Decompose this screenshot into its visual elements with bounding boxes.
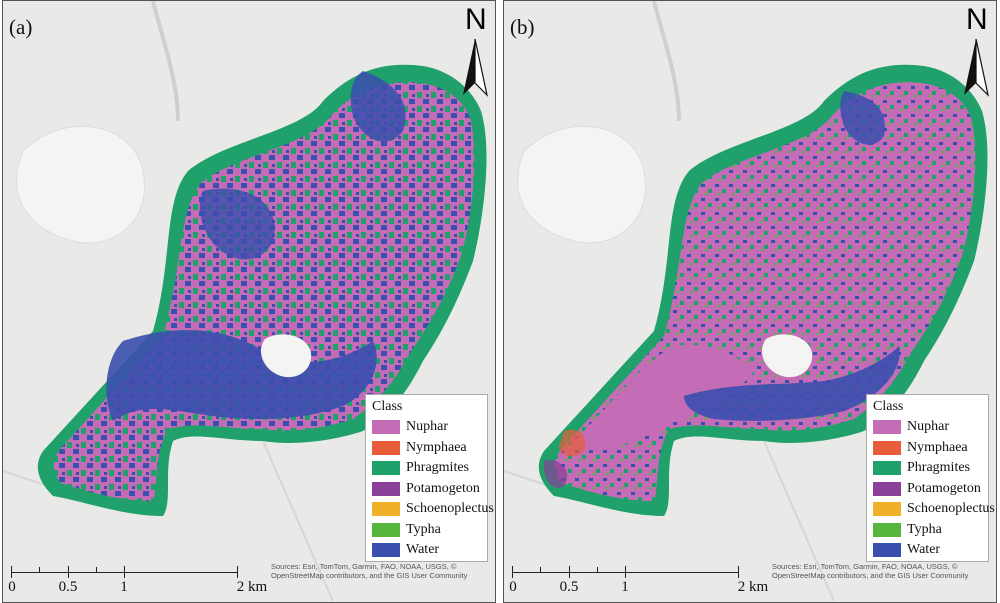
legend-swatch [873,543,901,558]
north-label: N [465,3,487,36]
legend-item: Typha [372,520,481,541]
basemap-lake-west [517,125,646,244]
legend-title: Class [873,399,904,414]
basemap-road-2 [262,440,334,602]
panel-label: (b) [510,15,535,39]
legend-item: Water [873,540,982,561]
legend-item: Schoenoplectus [372,499,494,520]
north-arrow-icon [463,38,489,97]
legend-item: Schoenoplectus [873,499,995,520]
water-body-north [840,91,885,145]
legend-swatch [372,481,400,496]
legend-swatch [372,502,400,517]
legend-item: Water [372,540,481,561]
north-arrow: N [453,3,495,101]
legend-swatch [372,420,400,435]
legend-title: Class [372,399,403,414]
water-body [106,330,377,421]
basemap-road [151,1,180,122]
island [260,334,312,378]
legend-item: Typha [873,520,982,541]
legend-item: Potamogeton [873,479,982,500]
scale-bar: 0 0.5 1 2 km [509,564,768,600]
map-panel-b: (b) N Class Nuphar Nymphaea Phragmites P… [503,0,997,603]
scale-label: 0.5 [58,579,78,595]
basemap-road [652,1,681,122]
potamogeton-patch [543,460,568,489]
nuphar-area [574,344,754,451]
scale-label: 0 [509,579,517,595]
legend-swatch [372,461,400,476]
legend-swatch [873,481,901,496]
attribution: Sources: Esri, TomTom, Garmin, FAO, NOAA… [772,562,969,580]
legend-swatch [873,522,901,537]
scale-label: 2 km [737,579,769,595]
legend-swatch [372,522,400,537]
scale-bar: 0 0.5 1 2 km [8,564,267,600]
legend-swatch [873,502,901,517]
nymphaea-patch [559,429,586,457]
north-arrow-icon [964,38,990,97]
legend: Class Nuphar Nymphaea Phragmites Potamog… [365,394,494,562]
scale-label: 1 [120,579,128,595]
scale-label: 0 [8,579,16,595]
legend-swatch [873,461,901,476]
legend-swatch [372,543,400,558]
basemap-lake-west [16,125,145,244]
legend-item: Phragmites [372,458,481,479]
island [761,334,813,378]
water-body [684,346,900,421]
attribution: Sources: Esri, TomTom, Garmin, FAO, NOAA… [271,562,468,580]
legend-item: Phragmites [873,458,982,479]
legend-swatch [873,420,901,435]
scale-label: 2 km [236,579,268,595]
scale-label: 0.5 [559,579,579,595]
legend-item: Nymphaea [873,438,982,459]
water-body-north [350,71,406,142]
legend-swatch [873,440,901,455]
legend: Class Nuphar Nymphaea Phragmites Potamog… [866,394,995,562]
basemap-road-2 [763,440,835,602]
map-panel-a: (a) N Class Nuphar Nymphaea Phragmites P… [2,0,496,603]
legend-item: Nymphaea [372,438,481,459]
legend-item: Potamogeton [372,479,481,500]
legend-item: Nuphar [873,417,982,438]
legend-item: Nuphar [372,417,481,438]
scale-label: 1 [621,579,629,595]
water-patch [199,188,275,260]
legend-swatch [372,440,400,455]
north-arrow: N [954,3,996,101]
north-label: N [966,3,988,36]
panel-label: (a) [9,15,33,39]
